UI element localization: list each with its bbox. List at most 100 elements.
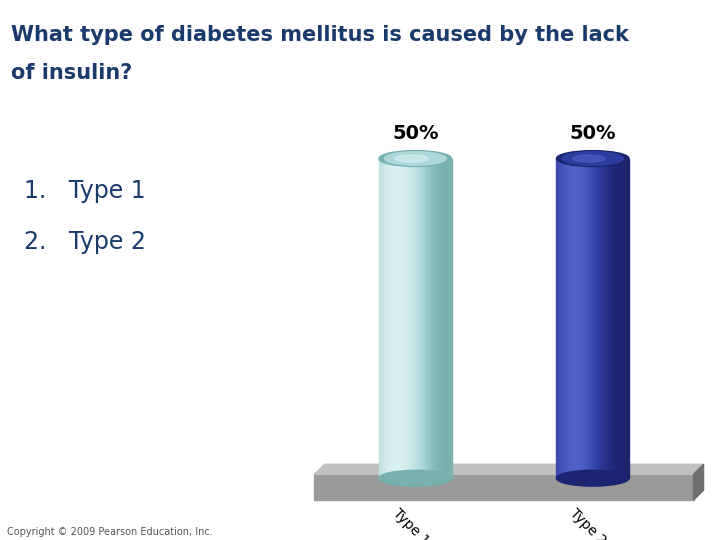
Polygon shape (560, 159, 562, 478)
Ellipse shape (557, 151, 629, 166)
Polygon shape (616, 159, 617, 478)
Polygon shape (397, 159, 398, 478)
Polygon shape (418, 159, 419, 478)
Polygon shape (594, 159, 595, 478)
Polygon shape (628, 159, 629, 478)
Polygon shape (430, 159, 431, 478)
Polygon shape (403, 159, 405, 478)
Polygon shape (584, 159, 585, 478)
Polygon shape (624, 159, 626, 478)
Polygon shape (693, 464, 703, 500)
Polygon shape (433, 159, 435, 478)
Ellipse shape (384, 152, 446, 165)
Polygon shape (420, 159, 421, 478)
Polygon shape (590, 159, 592, 478)
Polygon shape (565, 159, 566, 478)
Text: Type 1: Type 1 (390, 506, 431, 540)
Polygon shape (401, 159, 402, 478)
Polygon shape (425, 159, 426, 478)
Polygon shape (412, 159, 413, 478)
Polygon shape (435, 159, 436, 478)
Polygon shape (566, 159, 567, 478)
Polygon shape (443, 159, 444, 478)
Polygon shape (405, 159, 407, 478)
Polygon shape (315, 474, 693, 500)
Text: 50%: 50% (570, 124, 616, 143)
Polygon shape (436, 159, 437, 478)
Polygon shape (424, 159, 425, 478)
Polygon shape (567, 159, 569, 478)
Polygon shape (416, 159, 418, 478)
Polygon shape (612, 159, 613, 478)
Polygon shape (575, 159, 576, 478)
Polygon shape (402, 159, 403, 478)
Polygon shape (557, 159, 559, 478)
Text: 2.   Type 2: 2. Type 2 (24, 231, 146, 254)
Polygon shape (431, 159, 432, 478)
Polygon shape (564, 159, 565, 478)
Polygon shape (410, 159, 412, 478)
Polygon shape (382, 159, 384, 478)
Polygon shape (391, 159, 392, 478)
Polygon shape (415, 159, 416, 478)
Polygon shape (603, 159, 605, 478)
Polygon shape (408, 159, 409, 478)
Polygon shape (392, 159, 394, 478)
Polygon shape (446, 159, 448, 478)
Polygon shape (379, 159, 380, 478)
Polygon shape (413, 159, 414, 478)
Polygon shape (414, 159, 415, 478)
Polygon shape (589, 159, 590, 478)
Polygon shape (596, 159, 598, 478)
Polygon shape (572, 159, 573, 478)
Polygon shape (623, 159, 624, 478)
Polygon shape (592, 159, 593, 478)
Polygon shape (605, 159, 606, 478)
Polygon shape (389, 159, 390, 478)
Ellipse shape (379, 470, 451, 486)
Polygon shape (559, 159, 560, 478)
Polygon shape (600, 159, 601, 478)
Polygon shape (315, 464, 703, 474)
Polygon shape (448, 159, 449, 478)
Polygon shape (621, 159, 622, 478)
Polygon shape (449, 159, 451, 478)
Polygon shape (426, 159, 428, 478)
Polygon shape (432, 159, 433, 478)
Polygon shape (593, 159, 594, 478)
Polygon shape (614, 159, 616, 478)
Ellipse shape (379, 151, 451, 166)
Polygon shape (421, 159, 423, 478)
Polygon shape (622, 159, 623, 478)
Polygon shape (562, 159, 564, 478)
Polygon shape (578, 159, 580, 478)
Polygon shape (613, 159, 614, 478)
Ellipse shape (557, 470, 629, 486)
Polygon shape (569, 159, 570, 478)
Polygon shape (442, 159, 443, 478)
Polygon shape (585, 159, 587, 478)
Polygon shape (626, 159, 628, 478)
Polygon shape (423, 159, 424, 478)
Ellipse shape (395, 155, 428, 162)
Polygon shape (386, 159, 387, 478)
Polygon shape (400, 159, 401, 478)
Polygon shape (611, 159, 612, 478)
Polygon shape (437, 159, 438, 478)
Polygon shape (582, 159, 583, 478)
Text: Type 2: Type 2 (567, 506, 609, 540)
Polygon shape (606, 159, 607, 478)
Polygon shape (573, 159, 575, 478)
Polygon shape (619, 159, 621, 478)
Polygon shape (409, 159, 410, 478)
Polygon shape (570, 159, 571, 478)
Ellipse shape (562, 152, 624, 165)
Polygon shape (580, 159, 582, 478)
Text: Copyright © 2009 Pearson Education, Inc.: Copyright © 2009 Pearson Education, Inc. (7, 527, 213, 537)
Polygon shape (571, 159, 572, 478)
Polygon shape (599, 159, 600, 478)
Polygon shape (398, 159, 400, 478)
Polygon shape (419, 159, 420, 478)
Polygon shape (441, 159, 442, 478)
Polygon shape (607, 159, 608, 478)
